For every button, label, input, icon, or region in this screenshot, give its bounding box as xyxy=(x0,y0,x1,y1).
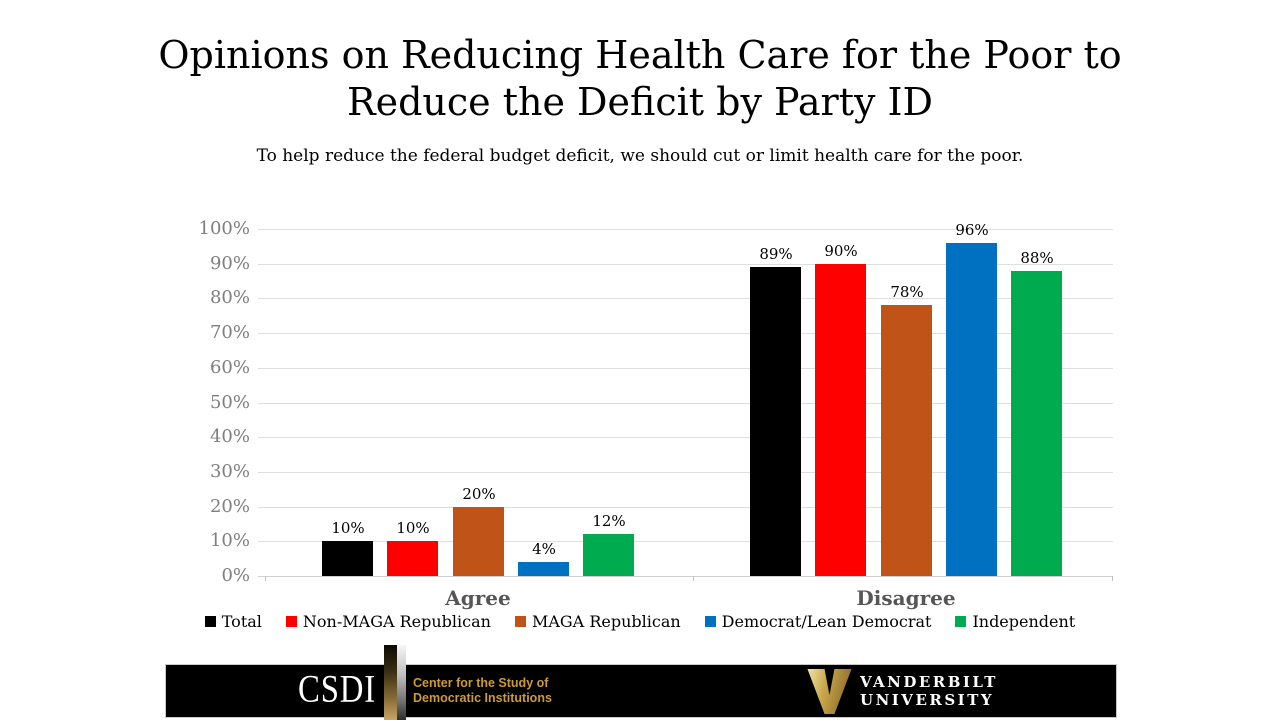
legend-swatch-icon xyxy=(204,616,216,627)
footer-bar: CSDI Center for the Study of Democratic … xyxy=(165,664,1117,718)
y-tick-label-50: 50% xyxy=(209,392,250,413)
x-axis-tick-2 xyxy=(1112,576,1113,581)
bar-value-label-agree-non-maga-republican: 10% xyxy=(396,519,430,537)
gridline-10 xyxy=(258,541,1113,542)
legend-swatch-icon xyxy=(514,616,526,627)
vanderbilt-wordmark: VANDERBILT UNIVERSITY xyxy=(860,673,998,709)
y-tick-label-80: 80% xyxy=(209,287,250,308)
legend-item-democrat-lean-democrat: Democrat/Lean Democrat xyxy=(704,612,932,631)
chart-title: Opinions on Reducing Health Care for the… xyxy=(0,32,1280,126)
csdi-logo-text: CSDI xyxy=(298,667,377,711)
bar-agree-independent xyxy=(583,534,634,576)
bar-agree-non-maga-republican xyxy=(387,541,438,576)
y-tick-label-40: 40% xyxy=(209,426,250,447)
bar-value-label-agree-maga-republican: 20% xyxy=(462,485,496,503)
gridline-50 xyxy=(258,403,1113,404)
gridline-100 xyxy=(258,229,1113,230)
gridline-60 xyxy=(258,368,1113,369)
y-tick-label-90: 90% xyxy=(209,253,250,274)
legend-label: Independent xyxy=(972,612,1076,631)
legend-label: Total xyxy=(221,612,262,631)
legend-swatch-icon xyxy=(955,616,967,627)
x-axis-tick-1 xyxy=(693,576,694,581)
bar-disagree-independent xyxy=(1011,271,1062,576)
chart-subtitle: To help reduce the federal budget defici… xyxy=(256,146,1024,166)
legend: Total Non-MAGA Republican MAGA Republican D… xyxy=(0,612,1280,631)
y-tick-label-10: 10% xyxy=(209,530,250,551)
y-tick-label-30: 30% xyxy=(209,461,250,482)
legend-item-total: Total xyxy=(204,612,262,631)
chart-title-line2: Reduce the Deficit by Party ID xyxy=(347,80,933,124)
legend-item-maga-republican: MAGA Republican xyxy=(514,612,681,631)
gridline-80 xyxy=(258,298,1113,299)
category-label-agree: Agree xyxy=(445,586,511,610)
y-tick-label-70: 70% xyxy=(209,322,250,343)
bar-value-label-disagree-independent: 88% xyxy=(1020,249,1054,267)
bar-disagree-maga-republican xyxy=(881,305,932,576)
category-label-disagree: Disagree xyxy=(856,586,956,610)
gridline-90 xyxy=(258,264,1113,265)
bar-disagree-total xyxy=(750,267,801,576)
csdi-divider-gray-bar xyxy=(397,645,406,720)
bar-agree-maga-republican xyxy=(453,507,504,576)
bar-agree-democrat-lean-democrat xyxy=(518,562,569,576)
bar-value-label-disagree-maga-republican: 78% xyxy=(890,283,924,301)
csdi-caption-line2: Democratic Institutions xyxy=(413,691,552,705)
gridline-30 xyxy=(258,472,1113,473)
legend-item-non-maga-republican: Non-MAGA Republican xyxy=(285,612,491,631)
legend-label: MAGA Republican xyxy=(531,612,681,631)
bar-value-label-agree-total: 10% xyxy=(331,519,365,537)
bar-value-label-disagree-democrat-lean-democrat: 96% xyxy=(955,221,989,239)
y-tick-label-60: 60% xyxy=(209,357,250,378)
legend-swatch-icon xyxy=(285,616,297,627)
legend-label: Democrat/Lean Democrat xyxy=(721,612,932,631)
gridline-40 xyxy=(258,437,1113,438)
gridline-20 xyxy=(258,507,1113,508)
vanderbilt-v-icon xyxy=(807,669,852,714)
vanderbilt-wordmark-line1: VANDERBILT xyxy=(860,673,998,691)
legend-label: Non-MAGA Republican xyxy=(302,612,491,631)
csdi-caption-line1: Center for the Study of xyxy=(413,676,549,690)
vanderbilt-wordmark-line2: UNIVERSITY xyxy=(860,691,995,709)
bar-disagree-non-maga-republican xyxy=(815,264,866,576)
csdi-divider-gold-bar xyxy=(384,645,397,720)
bar-value-label-agree-independent: 12% xyxy=(592,512,626,530)
legend-swatch-icon xyxy=(704,616,716,627)
legend-item-independent: Independent xyxy=(955,612,1075,631)
bar-value-label-disagree-non-maga-republican: 90% xyxy=(824,242,858,260)
y-tick-label-20: 20% xyxy=(209,496,250,517)
csdi-caption: Center for the Study of Democratic Insti… xyxy=(413,676,552,706)
bar-value-label-agree-democrat-lean-democrat: 4% xyxy=(532,540,556,558)
bar-value-label-disagree-total: 89% xyxy=(759,245,793,263)
y-tick-label-100: 100% xyxy=(198,218,250,239)
x-axis-tick-0 xyxy=(265,576,266,581)
gridline-70 xyxy=(258,333,1113,334)
y-tick-label-0: 0% xyxy=(221,565,250,586)
chart-title-line1: Opinions on Reducing Health Care for the… xyxy=(158,33,1122,77)
bar-agree-total xyxy=(322,541,373,576)
bar-disagree-democrat-lean-democrat xyxy=(946,243,997,576)
y-axis: 0% 10% 20% 30% 40% 50% 60% 70% 80% 90% 100% xyxy=(150,219,250,586)
plot-area: 10% 10% 20% 4% 12% 89% 90% 78% 96% 88% xyxy=(258,221,1113,581)
